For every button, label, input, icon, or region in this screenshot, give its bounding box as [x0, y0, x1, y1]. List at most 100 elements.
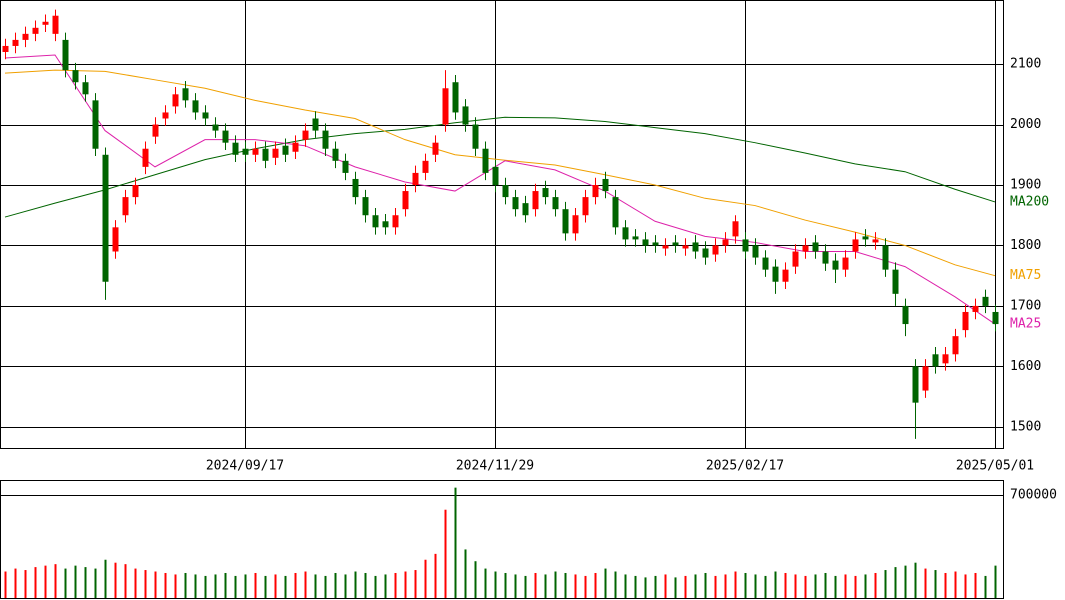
candle-body	[942, 354, 949, 364]
candle-body	[662, 245, 669, 249]
y-tick-label: 1900	[1010, 178, 1041, 193]
candle-body	[152, 124, 159, 137]
volume-bar	[484, 568, 487, 598]
volume-bar	[34, 567, 37, 598]
candle-body	[732, 221, 739, 237]
candle-body	[272, 148, 279, 158]
volume-bar	[194, 574, 197, 598]
candle-body	[552, 197, 559, 210]
candle-body	[692, 242, 699, 252]
volume-bar	[984, 575, 987, 598]
volume-bar	[584, 575, 587, 598]
volume-bar	[104, 559, 107, 598]
candle-body	[712, 245, 719, 255]
volume-bar	[564, 572, 567, 598]
candle-body	[532, 191, 539, 210]
candle-body	[362, 197, 369, 216]
volume-bar	[184, 572, 187, 598]
moving-average	[4, 54, 996, 325]
candle-body	[972, 305, 979, 312]
x-tick-label: 2025/05/01	[956, 459, 1034, 474]
candle-body	[252, 148, 259, 155]
volume-bar	[314, 574, 317, 598]
volume-bar	[274, 574, 277, 598]
price-panel	[0, 0, 1004, 449]
candle-body	[752, 245, 759, 258]
volume-bar	[814, 574, 817, 598]
candle-body	[342, 160, 349, 173]
candle-body	[642, 239, 649, 246]
volume-bar	[474, 561, 477, 598]
candle-body	[262, 148, 269, 161]
volume-bar	[414, 570, 417, 598]
volume-bar	[994, 565, 997, 598]
candle-body	[82, 82, 89, 95]
volume-bar	[904, 565, 907, 598]
volume-bar	[204, 575, 207, 598]
candle-body	[382, 221, 389, 228]
volume-bar	[634, 575, 637, 598]
candle-body	[122, 197, 129, 216]
volume-bar	[574, 574, 577, 598]
candle-body	[572, 215, 579, 234]
volume-bar	[264, 575, 267, 598]
volume-bar	[374, 575, 377, 598]
candle-body	[202, 112, 209, 119]
candle-body	[772, 266, 779, 282]
x-tick-label: 2024/11/29	[456, 459, 534, 474]
candle-body	[962, 311, 969, 331]
volume-bar	[914, 562, 917, 598]
volume-bar	[74, 565, 77, 598]
volume-bar	[624, 574, 627, 598]
volume-bar	[434, 553, 437, 598]
volume-bar	[644, 577, 647, 598]
volume-bar	[244, 574, 247, 598]
volume-bar	[794, 574, 797, 598]
x-tick-label: 2024/09/17	[206, 459, 284, 474]
candle-body	[502, 185, 509, 198]
candle-body	[602, 178, 609, 192]
volume-bar	[174, 574, 177, 598]
candle-body	[432, 142, 439, 155]
ma-label: MA75	[1010, 268, 1041, 283]
volume-bar	[804, 575, 807, 598]
candle-body	[632, 236, 639, 240]
volume-bar	[774, 571, 777, 598]
volume-bar	[64, 568, 67, 598]
candle-body	[832, 260, 839, 270]
y-tick-label: 1800	[1010, 238, 1041, 253]
candle-body	[72, 70, 79, 83]
candle-body	[282, 145, 289, 155]
volume-bar	[744, 572, 747, 598]
volume-bar	[114, 562, 117, 598]
volume-bar	[144, 570, 147, 598]
candle-body	[542, 188, 549, 198]
volume-bar	[674, 577, 677, 598]
candle-body	[312, 118, 319, 131]
volume-bar	[364, 572, 367, 598]
y-tick-label: 1700	[1010, 298, 1041, 313]
candle-body	[182, 88, 189, 101]
candle-body	[902, 305, 909, 325]
candle-body	[562, 209, 569, 234]
y-tick-label: 2100	[1010, 57, 1041, 72]
volume-bar	[254, 572, 257, 598]
x-tick-label: 2025/02/17	[706, 459, 784, 474]
volume-bar	[734, 571, 737, 598]
candle-body	[442, 88, 449, 125]
volume-bar	[534, 572, 537, 598]
volume-bar	[54, 564, 57, 598]
volume-bar	[234, 575, 237, 598]
volume-bar	[44, 565, 47, 598]
volume-bar	[684, 575, 687, 598]
candle-body	[512, 197, 519, 210]
volume-bar	[134, 568, 137, 598]
candle-body	[842, 257, 849, 270]
candle-body	[192, 100, 199, 113]
volume-bar	[14, 568, 17, 598]
moving-average	[4, 69, 996, 277]
candle-body	[852, 239, 859, 252]
volume-bar	[894, 567, 897, 598]
candle-body	[742, 239, 749, 252]
